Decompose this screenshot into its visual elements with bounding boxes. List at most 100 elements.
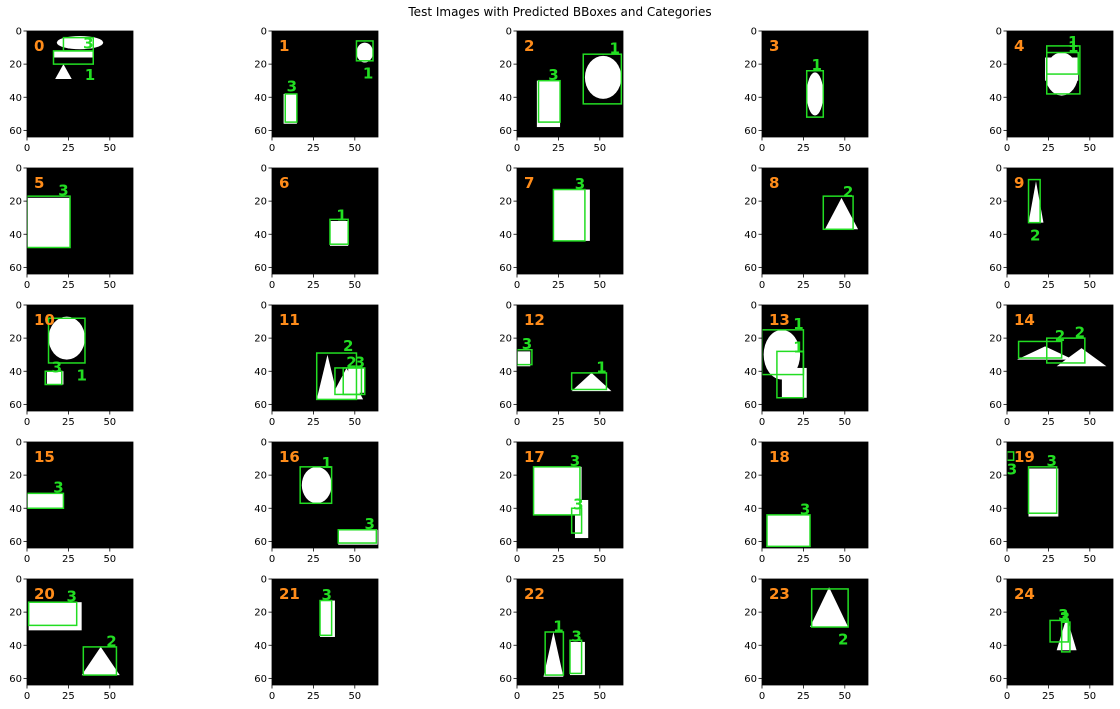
x-tick-label: 0: [759, 143, 765, 154]
y-tick-label: 0: [506, 301, 512, 312]
shape-ellipse: [56, 35, 104, 50]
x-tick-label: 50: [593, 280, 606, 291]
x-tick-label: 0: [1004, 691, 1010, 702]
x-tick-label: 50: [1083, 554, 1096, 565]
predicted-bbox: [284, 93, 298, 123]
shape-layer: 13: [44, 316, 87, 386]
shape-triangle: [824, 197, 859, 230]
y-tick-label: 40: [989, 504, 1002, 515]
predicted-bbox: [337, 529, 378, 544]
shape-layer: 3: [766, 500, 811, 548]
predicted-bbox: [532, 466, 581, 516]
predicted-bbox: [47, 317, 86, 364]
y-tick-label: 20: [9, 334, 22, 345]
predicted-bbox: [776, 350, 805, 399]
x-tick-label: 25: [62, 143, 75, 154]
bbox-category-label: 3: [522, 335, 532, 353]
y-tick-label: 60: [254, 400, 267, 411]
bbox-category-label: 1: [85, 66, 95, 84]
predicted-bbox: [544, 631, 565, 676]
shape-layer: 2: [810, 587, 849, 649]
x-tick-label: 50: [838, 554, 851, 565]
axes-frame: [1006, 167, 1114, 275]
bbox-category-label: 3: [67, 588, 77, 606]
predicted-bbox: [27, 492, 65, 509]
x-tick-label: 25: [797, 143, 810, 154]
image-index-label: 7: [524, 174, 534, 192]
axes-frame: [1006, 578, 1114, 686]
y-tick-label: 60: [744, 263, 757, 274]
predicted-bbox: [1017, 340, 1063, 359]
bbox-category-label: 3: [355, 353, 365, 371]
shape-rectangle: [53, 50, 94, 58]
x-tick-label: 50: [838, 143, 851, 154]
x-tick-label: 0: [1004, 417, 1010, 428]
y-tick-label: 20: [744, 197, 757, 208]
bbox-category-label: 1: [76, 367, 86, 385]
axes-frame: [26, 304, 134, 412]
y-tick-label: 20: [9, 197, 22, 208]
y-tick-label: 0: [261, 438, 267, 449]
x-tick-label: 50: [103, 143, 116, 154]
x-tick-label: 0: [269, 417, 275, 428]
shape-layer: 11: [762, 315, 807, 399]
y-tick-label: 60: [9, 400, 22, 411]
y-tick-label: 40: [254, 93, 267, 104]
y-tick-label: 20: [254, 60, 267, 71]
shape-rectangle: [27, 493, 64, 509]
predicted-bbox: [1027, 178, 1041, 224]
x-tick-label: 50: [348, 691, 361, 702]
bbox-category-label: 3: [800, 500, 810, 518]
y-tick-label: 60: [254, 674, 267, 685]
predicted-bbox: [1027, 466, 1058, 514]
x-tick-label: 25: [797, 417, 810, 428]
image-index-label: 10: [34, 311, 55, 329]
image-index-label: 0: [34, 37, 44, 55]
y-tick-label: 60: [499, 126, 512, 137]
x-tick-label: 0: [514, 280, 520, 291]
y-tick-label: 20: [499, 608, 512, 619]
y-tick-label: 40: [989, 641, 1002, 652]
y-tick-label: 40: [499, 93, 512, 104]
y-tick-label: 60: [9, 263, 22, 274]
shape-layer: 1: [329, 206, 349, 246]
y-tick-label: 20: [989, 60, 1002, 71]
y-tick-label: 40: [254, 504, 267, 515]
y-tick-label: 40: [9, 93, 22, 104]
bbox-category-label: 2: [346, 353, 356, 371]
shape-rectangle: [27, 197, 71, 248]
image-index-label: 23: [769, 585, 790, 603]
x-tick-label: 50: [103, 417, 116, 428]
image-index-label: 5: [34, 174, 44, 192]
y-tick-label: 20: [744, 334, 757, 345]
image-index-label: 4: [1014, 37, 1024, 55]
predicted-bbox: [1049, 619, 1070, 643]
shape-rectangle: [533, 466, 582, 515]
predicted-bbox: [810, 588, 849, 628]
x-tick-label: 0: [24, 417, 30, 428]
shape-triangle: [316, 354, 339, 400]
y-tick-label: 0: [996, 301, 1002, 312]
panel: 223 11 0 25 50 0 20 40 60: [254, 301, 379, 428]
shape-layer: 33: [1049, 606, 1077, 653]
y-tick-label: 20: [254, 334, 267, 345]
shape-layer: 13: [299, 454, 378, 545]
image-index-label: 19: [1014, 448, 1035, 466]
bbox-category-label: 3: [1058, 606, 1068, 624]
y-tick-label: 0: [261, 164, 267, 175]
image-index-label: 15: [34, 448, 55, 466]
bbox-category-label: 1: [610, 40, 620, 58]
bbox-category-label: 1: [596, 358, 606, 376]
y-tick-label: 0: [16, 27, 22, 38]
shape-ellipse: [584, 55, 622, 99]
bbox-category-label: 3: [1047, 452, 1057, 470]
figure-title: Test Images with Predicted BBoxes and Ca…: [408, 5, 712, 19]
image-index-label: 6: [279, 174, 289, 192]
image-index-label: 1: [279, 37, 289, 55]
x-tick-label: 25: [307, 554, 320, 565]
bbox-category-label: 3: [287, 78, 297, 96]
y-tick-label: 60: [254, 263, 267, 274]
axes-frame: [516, 30, 624, 138]
